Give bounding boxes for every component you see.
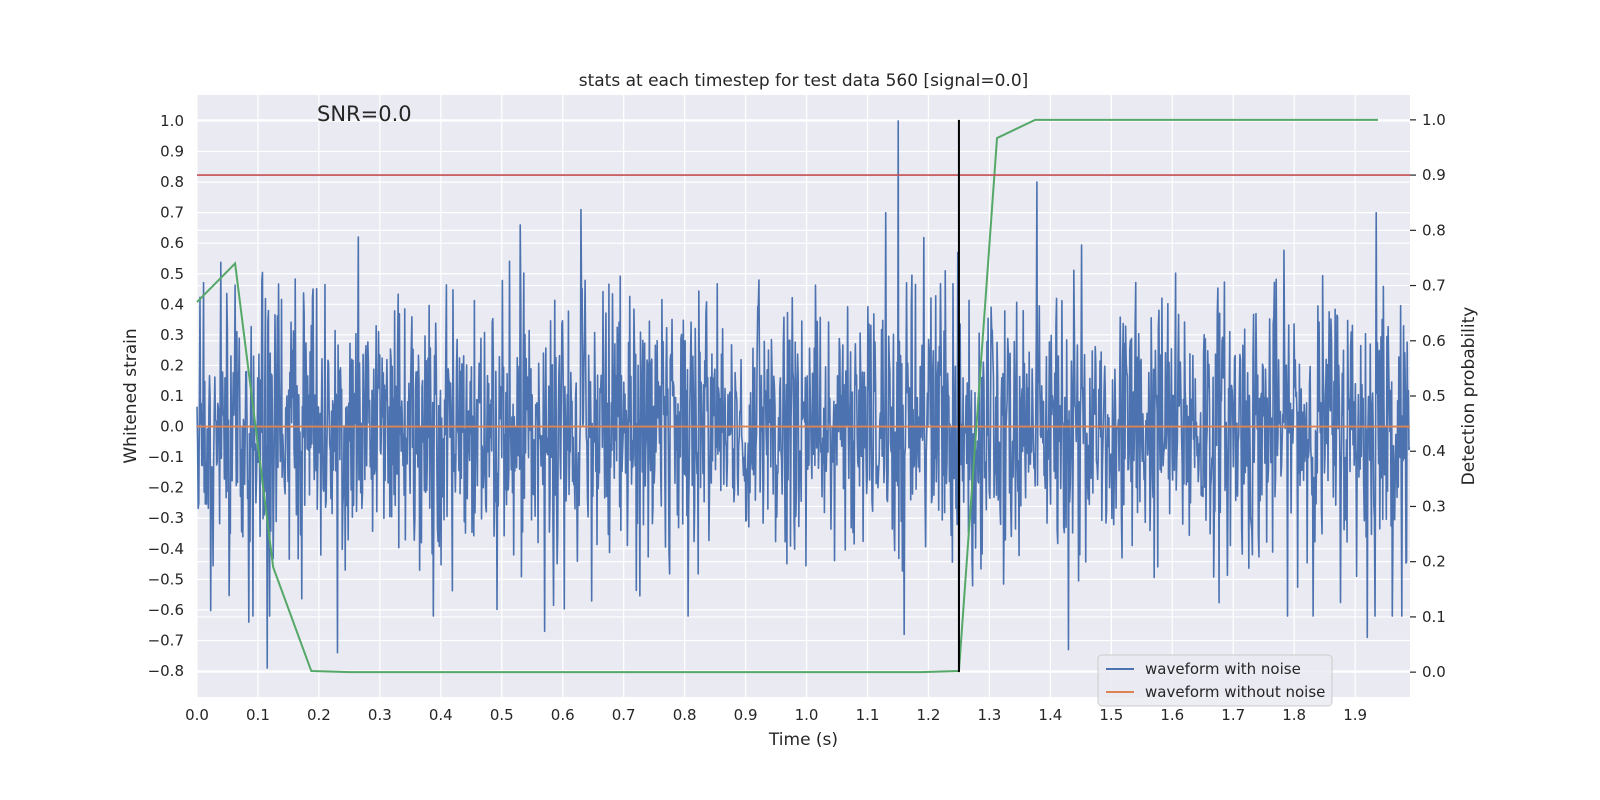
legend-label-waveform-without-noise: waveform without noise <box>1145 683 1325 701</box>
y2-tick-label-5: 0.5 <box>1422 387 1446 405</box>
y-axis-label: Whitened strain <box>121 328 141 463</box>
x-tick-label-1.0: 1.0 <box>795 706 819 724</box>
y-tick-label-14: 0.6 <box>160 234 184 252</box>
series-detection-probability <box>196 118 1378 674</box>
y-tick-label-17: 0.9 <box>160 143 184 161</box>
x-tick-label-1.7: 1.7 <box>1221 706 1245 724</box>
x-tick-label-0.3: 0.3 <box>368 706 392 724</box>
legend: waveform with noise waveform without noi… <box>1097 654 1333 707</box>
x-tick-label-1.3: 1.3 <box>977 706 1001 724</box>
legend-label-waveform-with-noise: waveform with noise <box>1145 660 1301 678</box>
chart-title: stats at each timestep for test data 560… <box>579 71 1029 91</box>
y2-tick-label-2: 0.2 <box>1422 553 1446 571</box>
waveform-with-noise-line <box>196 120 1411 669</box>
y-tick-label-7: −0.1 <box>148 448 184 466</box>
x-tick-label-0.7: 0.7 <box>612 706 636 724</box>
y-tick-label-0: −0.8 <box>148 662 184 680</box>
y2-tick-label-1: 0.1 <box>1422 608 1446 626</box>
detection-probability-line <box>196 118 1378 674</box>
x-axis-label: Time (s) <box>768 730 838 750</box>
snr-annotation: SNR=0.0 <box>317 102 412 126</box>
y-tick-label-13: 0.5 <box>160 265 184 283</box>
y2-tick-label-8: 0.8 <box>1422 221 1446 239</box>
x-tick-label-1.4: 1.4 <box>1038 706 1062 724</box>
y-tick-label-3: −0.5 <box>148 570 184 588</box>
ticks: 0.0 0.1 0.2 0.3 0.4 0.5 0.6 0.7 0.8 0.9 1.0 1.1 1.2 1… <box>148 111 1446 724</box>
x-tick-label-0.0: 0.0 <box>185 706 209 724</box>
y2-tick-label-0: 0.0 <box>1422 663 1446 681</box>
legend-box <box>1097 654 1333 707</box>
x-tick-label-1.6: 1.6 <box>1160 706 1184 724</box>
y-tick-label-1: −0.7 <box>148 631 184 649</box>
y2-tick-label-6: 0.6 <box>1422 332 1446 350</box>
y-tick-label-5: −0.3 <box>148 509 184 527</box>
y-tick-label-2: −0.6 <box>148 601 184 619</box>
x-tick-label-0.5: 0.5 <box>490 706 514 724</box>
x-tick-label-1.2: 1.2 <box>917 706 941 724</box>
y-tick-label-10: 0.2 <box>160 356 184 374</box>
y-tick-label-8: 0.0 <box>160 418 184 436</box>
y2-axis-label: Detection probability <box>1459 307 1479 486</box>
y-tick-label-11: 0.3 <box>160 326 184 344</box>
x-tick-label-1.1: 1.1 <box>856 706 880 724</box>
y-tick-label-18: 1.0 <box>160 112 184 130</box>
y-tick-label-6: −0.2 <box>148 479 184 497</box>
series-waveform-with-noise <box>196 120 1411 669</box>
y-tick-label-4: −0.4 <box>148 540 184 558</box>
overlays <box>197 119 1410 673</box>
y-tick-label-16: 0.8 <box>160 173 184 191</box>
y2-tick-label-7: 0.7 <box>1422 277 1446 295</box>
y2-tick-label-3: 0.3 <box>1422 497 1446 515</box>
x-tick-label-0.4: 0.4 <box>429 706 453 724</box>
y-tick-label-15: 0.7 <box>160 204 184 222</box>
y-tick-label-12: 0.4 <box>160 295 184 313</box>
y2-tick-label-4: 0.4 <box>1422 442 1446 460</box>
x-tick-label-1.9: 1.9 <box>1343 706 1367 724</box>
grid <box>196 95 1410 697</box>
x-tick-label-1.5: 1.5 <box>1099 706 1123 724</box>
x-tick-label-0.9: 0.9 <box>734 706 758 724</box>
y2-tick-label-10: 1.0 <box>1422 111 1446 129</box>
x-tick-label-1.8: 1.8 <box>1282 706 1306 724</box>
y-tick-label-9: 0.1 <box>160 387 184 405</box>
x-tick-label-0.2: 0.2 <box>307 706 331 724</box>
x-tick-label-0.1: 0.1 <box>246 706 270 724</box>
x-tick-label-0.8: 0.8 <box>673 706 697 724</box>
y2-tick-label-9: 0.9 <box>1422 166 1446 184</box>
x-tick-label-0.6: 0.6 <box>551 706 575 724</box>
